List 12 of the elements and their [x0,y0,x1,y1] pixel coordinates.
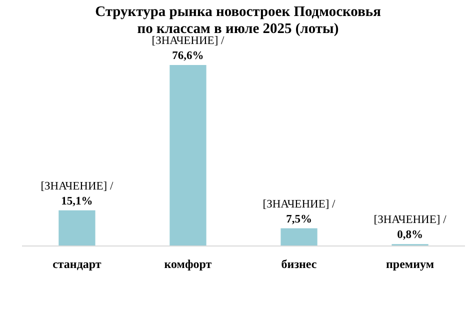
bar [58,210,96,246]
bar [170,65,206,246]
x-tick-label: стандарт [52,257,102,271]
x-tick-label: комфорт [164,257,212,271]
data-label: [ЗНАЧЕНИЕ] / 7,5% [262,198,336,226]
x-tick-label: бизнес [281,257,318,271]
data-label: [ЗНАЧЕНИЕ] / 0,8% [374,214,448,242]
data-label: [ЗНАЧЕНИЕ] / 15,1% [40,180,114,208]
chart-title: Структура рынка новостроек Подмосковья по классам в июле 2025 (лоты) [95,4,382,37]
bar [280,228,318,246]
data-label: [ЗНАЧЕНИЕ] / 76,6% [152,35,226,62]
x-tick-label: премиум [386,257,434,271]
